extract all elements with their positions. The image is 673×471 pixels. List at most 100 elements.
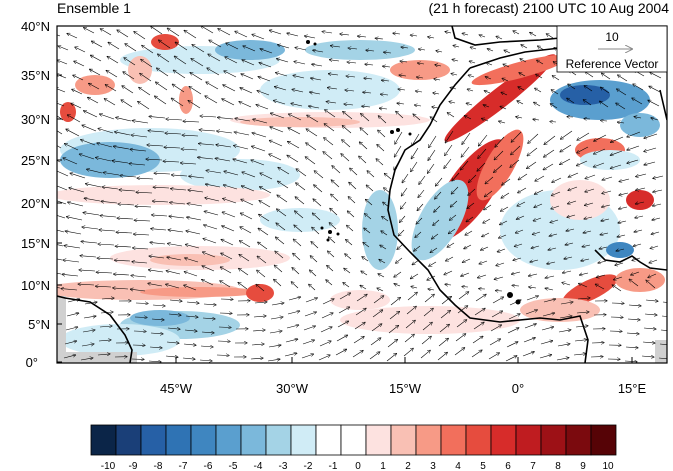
wind-vector-arrow: [433, 219, 440, 225]
wind-vector-arrow: [632, 257, 641, 261]
wind-vector-arrow: [380, 245, 387, 250]
wind-vector-arrow: [258, 77, 271, 82]
wind-vector-arrow: [200, 116, 217, 117]
wind-vector-arrow: [239, 102, 252, 108]
wind-vector-arrow: [526, 296, 538, 301]
wind-vector-arrow: [274, 101, 286, 105]
wind-vector-arrow: [513, 31, 520, 35]
lat-label: 15°N: [21, 236, 50, 251]
wind-vector-arrow: [139, 87, 151, 96]
wind-vector-arrow: [601, 121, 608, 122]
wind-vector-arrow: [325, 110, 336, 118]
wind-vector-arrow: [517, 201, 526, 206]
wind-vector-arrow: [384, 52, 392, 53]
wind-vector-arrow: [468, 188, 476, 195]
wind-vector-arrow: [436, 51, 443, 52]
lat-label: 0°: [26, 355, 38, 370]
wind-vector-arrow: [549, 234, 558, 236]
wind-vector-arrow: [115, 132, 131, 136]
wind-vector-arrow: [167, 257, 182, 261]
wind-vector-arrow: [260, 173, 273, 180]
wind-vector-arrow: [203, 304, 216, 305]
wind-vector-arrow: [286, 325, 299, 329]
wind-vector-arrow: [322, 32, 333, 34]
wind-vector-arrow: [318, 355, 330, 361]
wind-vector-arrow: [386, 354, 396, 362]
lon-label: 45°W: [160, 381, 193, 396]
colorbar-label: 0: [355, 461, 361, 471]
wind-vector-arrow: [88, 97, 99, 104]
wind-vector-arrow: [123, 72, 135, 80]
wind-vector-arrow: [172, 84, 185, 93]
wind-vector-arrow: [504, 50, 511, 54]
wind-vector-arrow: [81, 140, 96, 146]
wind-vector-arrow: [166, 342, 179, 343]
wind-vector-arrow: [564, 257, 573, 259]
wind-vector-arrow: [186, 231, 201, 235]
colorbar-swatch: [190, 424, 217, 456]
lon-label: 15°E: [618, 381, 647, 396]
wind-vector-arrow: [461, 146, 470, 157]
wind-vector-arrow: [539, 355, 552, 359]
wind-vector-arrow: [585, 174, 596, 179]
wind-vector-arrow: [260, 49, 273, 54]
wind-vector-arrow: [224, 71, 237, 78]
wind-vector-arrow: [585, 72, 594, 78]
wind-vector-arrow: [653, 204, 662, 206]
wind-vector-arrow: [185, 258, 199, 263]
wind-vector-arrow: [644, 147, 657, 152]
wind-vector-arrow: [166, 284, 180, 289]
wind-vector-arrow: [189, 87, 202, 95]
wind-vector-arrow: [473, 322, 484, 330]
wind-vector-arrow: [550, 219, 559, 223]
wind-vector-arrow: [434, 79, 441, 80]
wind-vector-arrow: [547, 262, 556, 264]
wind-vector-arrow: [182, 358, 195, 359]
wind-vector-arrow: [87, 169, 103, 174]
wind-vector-arrow: [360, 128, 369, 136]
wind-vector-arrow: [241, 74, 254, 80]
wind-vector-arrow: [619, 178, 630, 182]
wind-vector-arrow: [288, 297, 301, 301]
wind-vector-arrow: [411, 147, 419, 159]
wind-vector-arrow: [57, 60, 68, 65]
wind-vector-arrow: [61, 289, 78, 290]
wind-vector-arrow: [644, 314, 657, 315]
wind-vector-arrow: [293, 253, 301, 261]
wind-vector-arrow: [269, 140, 283, 147]
wind-vector-arrow: [305, 157, 316, 165]
wind-vector-arrow: [511, 131, 522, 142]
wind-vector-arrow: [97, 143, 113, 148]
wind-vector-arrow: [483, 105, 490, 107]
wind-vector-arrow: [644, 133, 658, 138]
wind-vector-arrow: [401, 187, 408, 196]
colorbar-label: -10: [101, 461, 116, 471]
wind-vector-arrow: [103, 173, 120, 176]
wind-vector-arrow: [121, 100, 133, 108]
wind-vector-arrow: [206, 184, 221, 188]
wind-vector-arrow: [479, 260, 488, 264]
wind-vector-arrow: [154, 173, 171, 174]
colorbar-label: 3: [430, 461, 436, 471]
wind-vector-arrow: [339, 293, 350, 300]
wind-vector-arrow: [164, 147, 181, 148]
wind-vector-arrow: [252, 133, 267, 138]
wind-vector-arrow: [100, 312, 113, 313]
wind-vector-arrow: [562, 283, 571, 286]
wind-vector-arrow: [199, 130, 216, 131]
wind-vector-arrow: [275, 87, 287, 91]
wind-vector-arrow: [585, 202, 594, 205]
wind-vector-arrow: [304, 312, 316, 317]
wind-vector-arrow: [404, 334, 414, 343]
wind-vector-arrow: [135, 206, 152, 207]
wind-vector-arrow: [469, 61, 476, 63]
wind-vector-arrow: [270, 317, 283, 320]
wind-vector-arrow: [530, 32, 537, 37]
wind-vector-arrow: [494, 150, 504, 160]
wind-vector-arrow: [328, 74, 339, 75]
wind-vector-arrow: [189, 176, 205, 178]
lat-label: 30°N: [21, 112, 50, 127]
wind-vector-arrow: [311, 78, 322, 80]
wind-vector-arrow: [491, 311, 502, 318]
lat-label: 10°N: [21, 278, 50, 293]
